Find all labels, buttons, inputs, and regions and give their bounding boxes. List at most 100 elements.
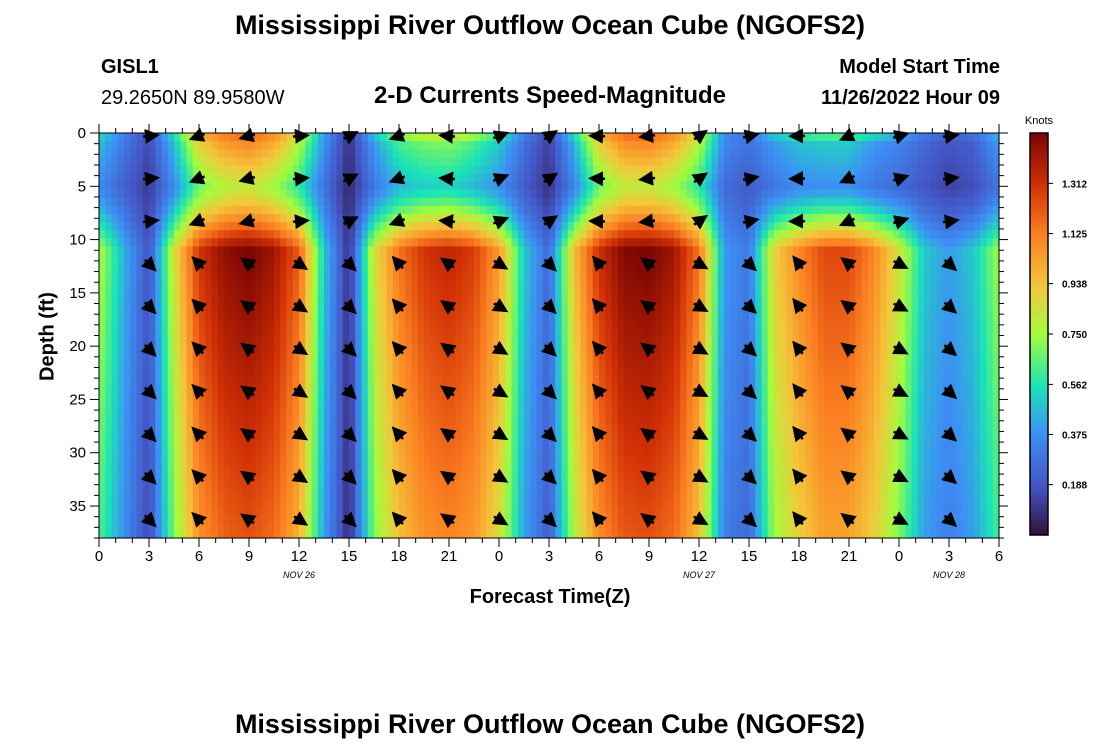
heatmap-cell [430,157,438,166]
heatmap-cell [136,254,144,264]
heatmap-cell [480,246,488,256]
heatmap-cell [392,457,400,466]
heatmap-cell [449,286,456,296]
heatmap-cell [649,400,656,409]
heatmap-cell [180,424,188,434]
heatmap-cell [205,521,213,531]
heatmap-cell [630,505,638,515]
heatmap-cell [517,384,525,393]
heatmap-cell [117,335,125,345]
heatmap-cell [524,521,531,531]
heatmap-cell [686,457,694,466]
heatmap-cell [692,165,700,175]
heatmap-cell [467,457,475,466]
heatmap-cell [311,351,319,361]
heatmap-cell [555,157,563,166]
heatmap-cell [417,149,425,158]
heatmap-cell [467,351,475,361]
heatmap-cell [249,205,256,215]
heatmap-cell [142,481,150,490]
heatmap-cell [386,262,394,272]
heatmap-cell [361,465,369,474]
heatmap-cell [149,278,156,288]
heatmap-cell [199,424,206,434]
heatmap-cell [124,165,131,175]
heatmap-cell [330,165,338,175]
heatmap-cell [386,270,394,280]
heatmap-cell [317,278,325,288]
heatmap-cell [186,335,194,345]
heatmap-cell [461,133,469,142]
heatmap-cell [505,440,513,450]
heatmap-cell [349,497,356,507]
heatmap-cell [317,416,325,426]
heatmap-cell [255,376,263,385]
heatmap-cell [267,440,275,450]
heatmap-cell [499,230,506,239]
heatmap-cell [436,489,444,499]
heatmap-cell [617,311,625,320]
heatmap-cell [717,351,725,361]
heatmap-cell [305,473,313,482]
heatmap-cell [524,505,531,515]
heatmap-cell [561,303,569,312]
heatmap-cell [411,149,419,158]
heatmap-cell [561,489,569,499]
heatmap-cell [699,270,706,280]
heatmap-cell [711,295,719,304]
heatmap-cell [367,359,375,369]
heatmap-cell [524,286,531,296]
heatmap-cell [292,489,300,499]
heatmap-cell [561,165,569,175]
heatmap-cell [511,319,519,328]
heatmap-cell [592,359,600,369]
heatmap-cell [605,457,613,466]
heatmap-cell [705,286,713,296]
heatmap-cell [142,278,150,288]
heatmap-cell [461,262,469,272]
heatmap-cell [580,489,588,499]
heatmap-cell [274,416,281,426]
heatmap-cell [411,133,419,142]
heatmap-cell [605,214,613,223]
heatmap-cell [661,270,669,280]
heatmap-cell [492,230,500,239]
heatmap-cell [705,521,713,531]
heatmap-cell [567,521,575,531]
heatmap-cell [461,457,469,466]
heatmap-cell [455,359,463,369]
heatmap-cell [592,230,600,239]
heatmap-cell [455,465,463,474]
heatmap-cell [255,497,263,507]
heatmap-cell [392,529,400,539]
heatmap-cell [330,319,338,328]
heatmap-cell [717,384,725,393]
heatmap-cell [105,529,113,539]
heatmap-cell [230,529,238,539]
heatmap-cell [699,448,706,458]
heatmap-cell [511,473,519,482]
heatmap-cell [630,278,638,288]
heatmap-cell [336,295,344,304]
heatmap-cell [605,133,613,142]
heatmap-cell [686,432,694,442]
heatmap-cell [586,246,594,256]
heatmap-cell [280,392,288,401]
heatmap-cell [542,141,550,150]
heatmap-cell [174,278,181,288]
heatmap-cell [392,327,400,337]
heatmap-cell [505,205,513,215]
heatmap-cell [592,246,600,256]
heatmap-cell [711,448,719,458]
heatmap-cell [274,278,281,288]
heatmap-cell [474,416,481,426]
heatmap-cell [636,311,644,320]
heatmap-cell [174,197,181,207]
heatmap-cell [630,400,638,409]
heatmap-cell [392,197,400,207]
heatmap-cell [130,181,138,191]
heatmap-cell [111,497,119,507]
heatmap-cell [574,376,581,385]
heatmap-cell [505,295,513,304]
heatmap-cell [455,392,463,401]
